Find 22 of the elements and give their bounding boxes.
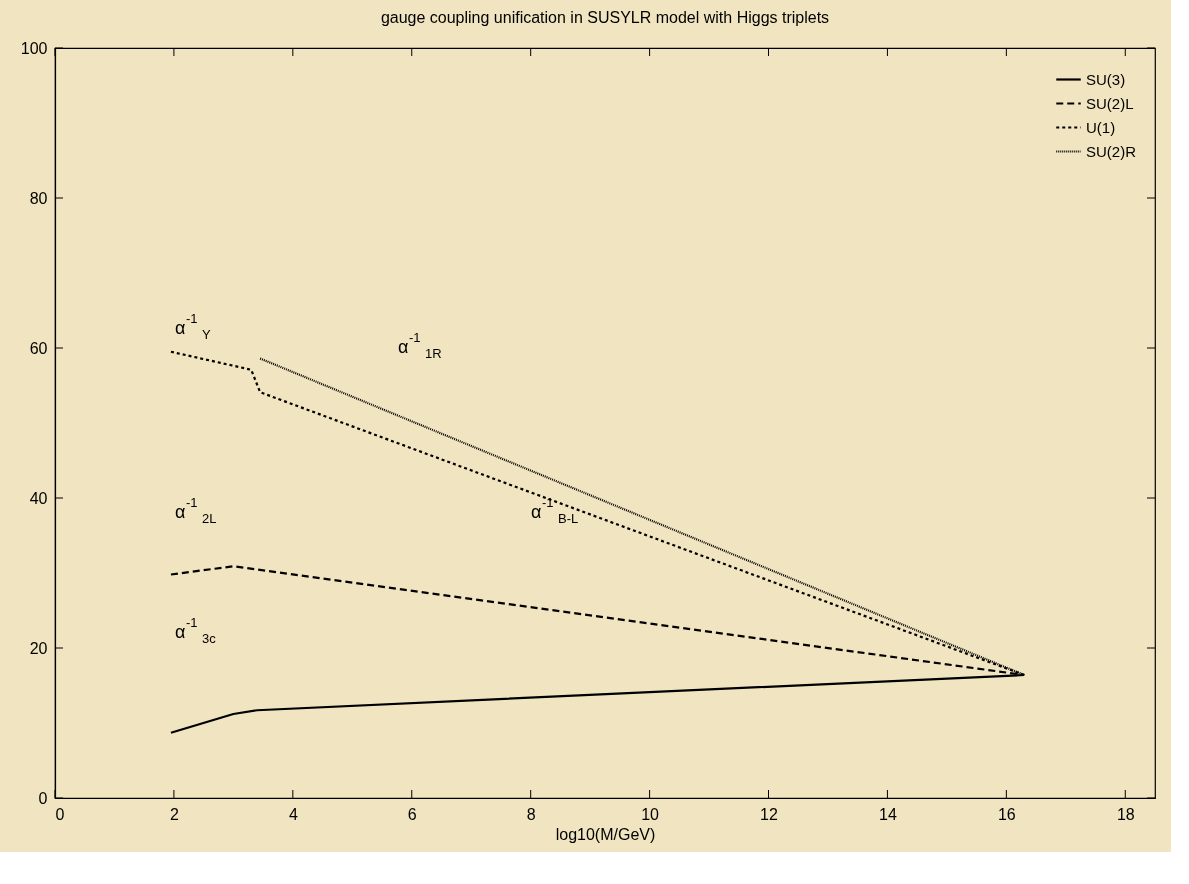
x-tick-label: 14	[879, 805, 897, 823]
y-tick-label: 100	[20, 39, 48, 57]
legend-label: U(1)	[1086, 118, 1116, 136]
x-tick-label: 16	[997, 805, 1016, 823]
y-tick-label: 0	[38, 789, 48, 807]
y-tick-label: 40	[29, 489, 48, 507]
x-tick-label: 18	[1116, 805, 1135, 823]
y-tick-label: 80	[29, 189, 48, 207]
legend-label: SU(2)R	[1086, 142, 1137, 160]
x-tick-label: 12	[760, 805, 779, 823]
x-tick-label: 10	[641, 805, 660, 823]
y-tick-label: 20	[29, 639, 48, 657]
x-tick-label: 6	[407, 805, 417, 823]
x-tick-label: 8	[526, 805, 536, 823]
x-tick-label: 0	[55, 805, 65, 823]
chart-title: gauge coupling unification in SUSYLR model with Higgs triplets	[380, 9, 830, 26]
legend-label: SU(2)L	[1086, 94, 1134, 112]
x-axis-title: log10(M/GeV)	[555, 825, 656, 843]
x-tick-label: 4	[288, 805, 298, 823]
x-tick-label: 2	[169, 805, 179, 823]
y-tick-label: 60	[29, 339, 48, 357]
legend-label: SU(3)	[1086, 70, 1126, 88]
